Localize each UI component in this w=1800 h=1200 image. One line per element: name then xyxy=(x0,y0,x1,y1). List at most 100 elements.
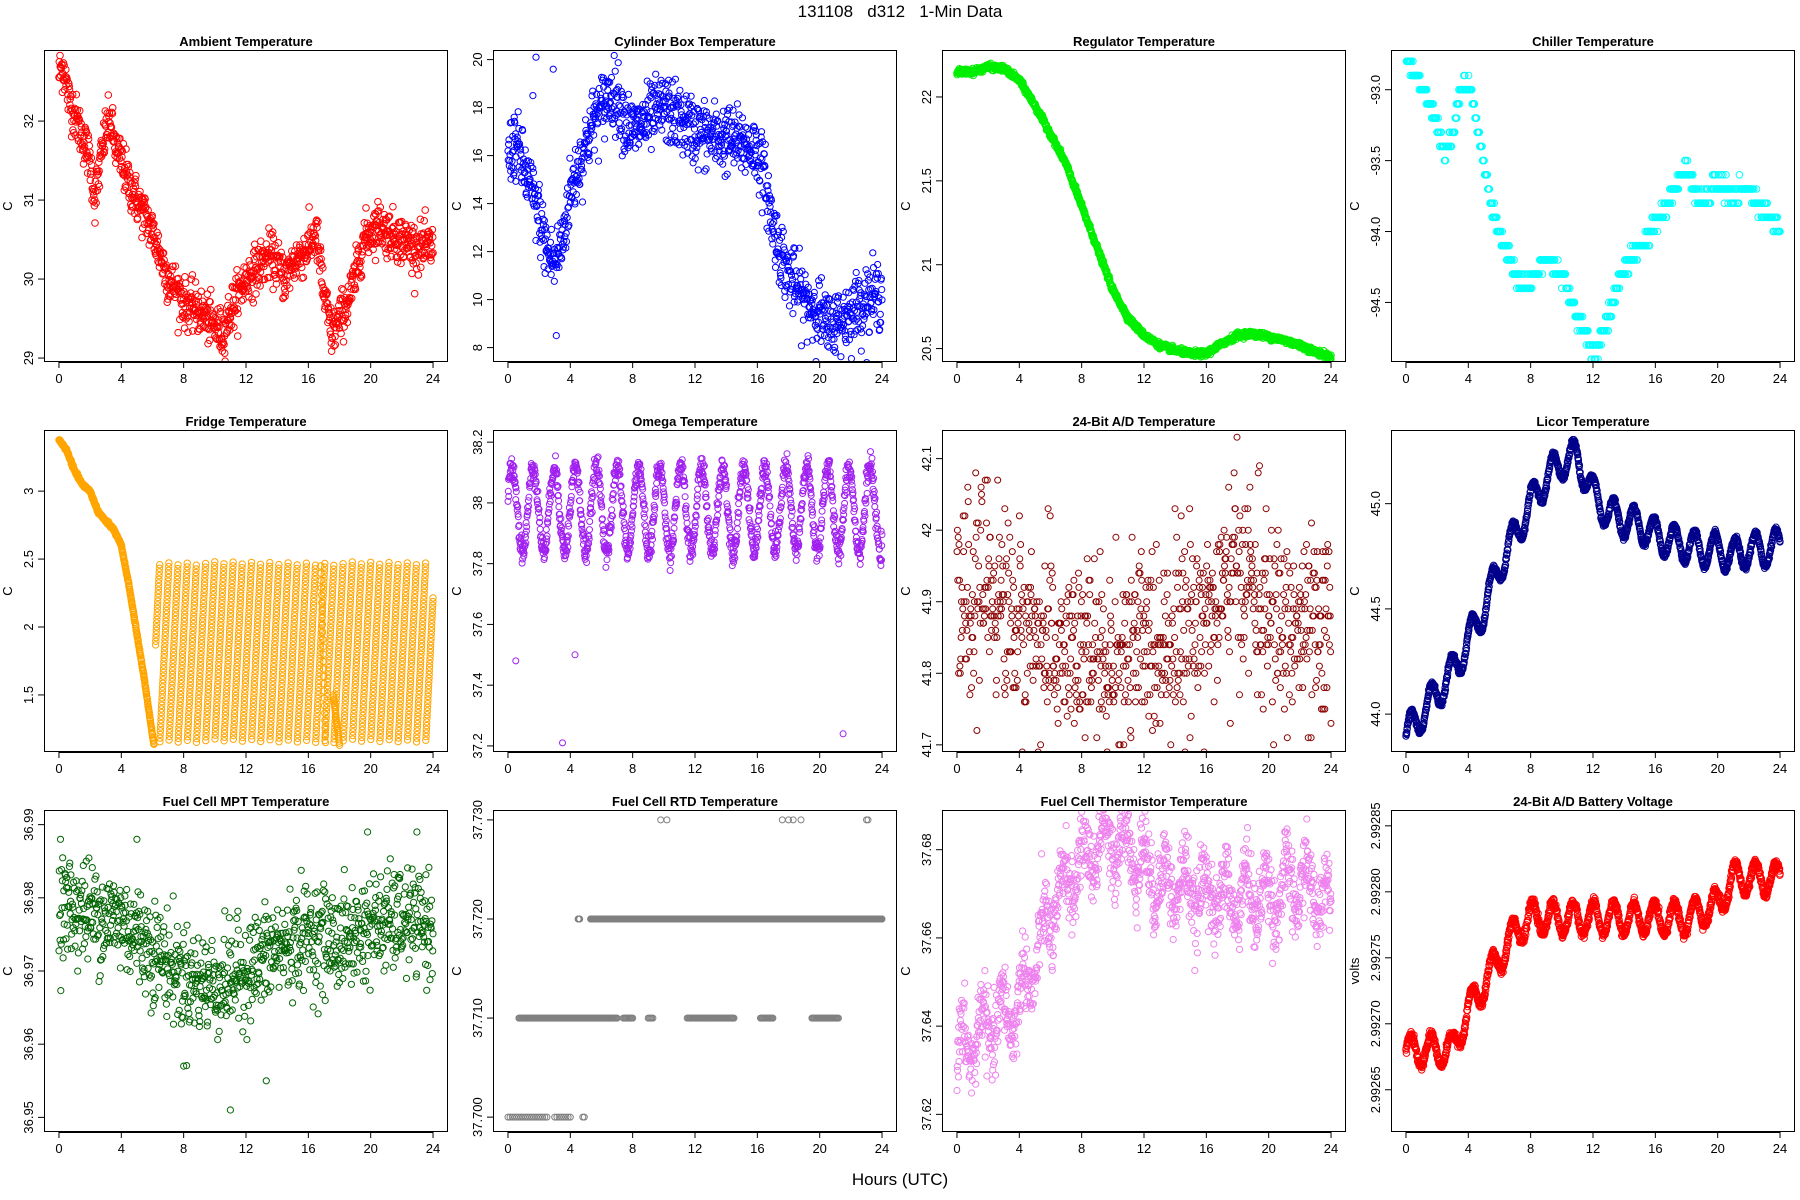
data-point xyxy=(510,113,518,121)
data-point xyxy=(358,251,366,259)
data-point xyxy=(841,335,849,343)
data-point xyxy=(355,259,364,268)
data-point xyxy=(743,135,751,143)
x-tick-label: 24 xyxy=(426,371,440,386)
data-point xyxy=(1611,298,1619,307)
data-point xyxy=(785,302,794,310)
y-axis-label: C xyxy=(898,201,913,210)
y-tick-label: 1.5 xyxy=(21,686,36,704)
data-point xyxy=(313,223,321,232)
data-point xyxy=(155,568,164,576)
data-point xyxy=(58,88,67,97)
data-point xyxy=(539,215,547,223)
data-point xyxy=(1498,227,1507,236)
data-point xyxy=(869,264,878,272)
data-point xyxy=(126,168,134,177)
data-point xyxy=(274,239,283,247)
data-point xyxy=(674,101,683,109)
data-point xyxy=(734,142,743,150)
data-point xyxy=(155,571,163,580)
data-point xyxy=(156,727,165,735)
data-point xyxy=(233,266,241,274)
data-point xyxy=(1604,327,1613,335)
data-point xyxy=(92,199,100,207)
data-point xyxy=(181,273,189,281)
data-point xyxy=(1711,171,1720,179)
x-tick-label: 0 xyxy=(504,371,511,386)
data-point xyxy=(323,288,332,297)
data-point xyxy=(413,234,421,243)
data-point xyxy=(545,248,553,256)
data-point xyxy=(530,180,538,188)
data-point xyxy=(863,304,872,312)
data-point xyxy=(231,307,240,315)
y-tick-label: 2 xyxy=(21,623,36,630)
data-point xyxy=(181,279,190,288)
data-point xyxy=(131,179,139,187)
data-point xyxy=(154,597,162,605)
data-series xyxy=(953,59,1335,362)
data-series xyxy=(55,436,437,749)
panel-title: Ambient Temperature xyxy=(179,34,312,49)
data-point xyxy=(1561,270,1570,278)
data-point xyxy=(89,191,98,199)
data-point xyxy=(647,108,655,116)
data-point xyxy=(519,127,527,135)
data-point xyxy=(424,228,432,236)
data-point xyxy=(136,187,144,196)
data-point xyxy=(341,314,350,323)
data-point xyxy=(756,177,764,185)
data-point xyxy=(1470,100,1479,108)
data-point xyxy=(153,608,162,616)
data-point xyxy=(319,264,327,272)
data-point xyxy=(723,111,732,119)
data-point xyxy=(718,138,726,147)
data-point xyxy=(233,332,242,340)
x-tick-label: 16 xyxy=(750,371,764,386)
data-point xyxy=(741,123,750,131)
data-point xyxy=(700,96,709,105)
data-point xyxy=(154,593,162,602)
data-point xyxy=(220,349,229,358)
data-point xyxy=(588,121,597,129)
data-point xyxy=(810,288,818,296)
data-point xyxy=(153,615,161,624)
data-point xyxy=(155,564,164,572)
data-point xyxy=(682,92,690,100)
data-point xyxy=(615,119,623,127)
data-point xyxy=(614,59,622,67)
data-point xyxy=(158,686,167,695)
data-point xyxy=(269,234,278,242)
data-point xyxy=(780,246,788,254)
data-point xyxy=(1437,128,1446,137)
data-point xyxy=(527,162,535,170)
data-point xyxy=(316,243,325,251)
data-point xyxy=(1653,227,1662,236)
data-point xyxy=(877,318,885,327)
data-point xyxy=(574,179,582,187)
data-point xyxy=(650,124,658,133)
data-point xyxy=(157,712,165,720)
data-point xyxy=(160,650,169,658)
data-point xyxy=(216,307,225,316)
data-point xyxy=(851,317,859,325)
data-point xyxy=(611,133,620,141)
data-point xyxy=(185,304,194,312)
data-point xyxy=(535,217,543,225)
data-point xyxy=(428,233,437,241)
data-point xyxy=(865,328,874,336)
data-point xyxy=(511,119,519,127)
plot-frame xyxy=(493,50,897,362)
data-point xyxy=(1763,199,1771,207)
data-point xyxy=(113,135,121,143)
data-point xyxy=(736,123,744,131)
data-point xyxy=(538,235,546,243)
data-point xyxy=(201,303,210,312)
data-point xyxy=(256,268,265,276)
data-point xyxy=(274,258,283,266)
data-series xyxy=(1402,50,1784,362)
data-point xyxy=(607,73,616,82)
data-point xyxy=(1453,114,1461,122)
